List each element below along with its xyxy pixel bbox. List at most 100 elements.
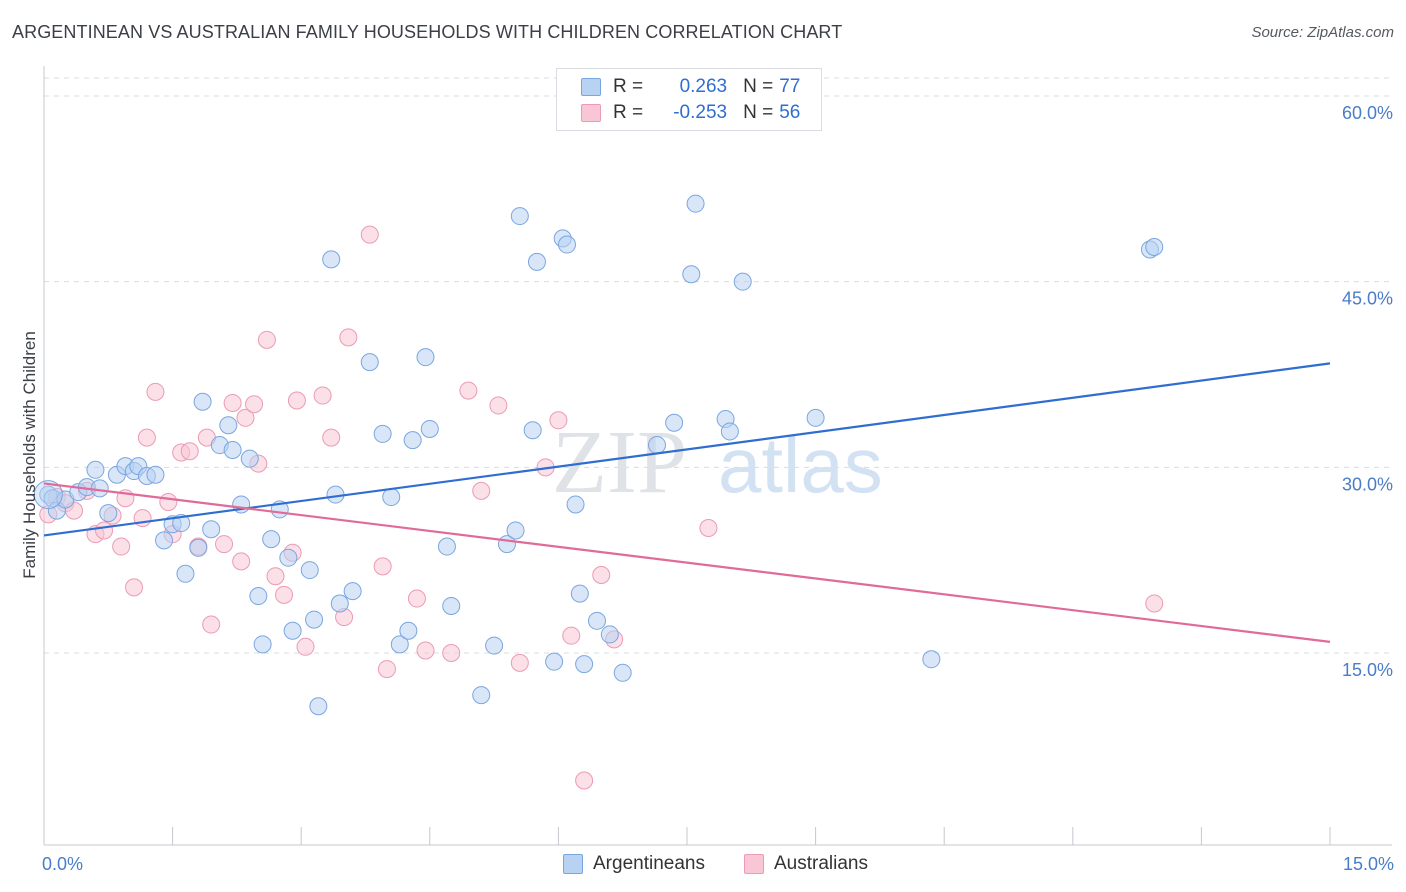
australians-point [180,442,199,461]
australians-point [510,653,529,672]
australians-point [236,408,255,427]
legend-swatch-argentineans [581,78,601,96]
argentineans-point [90,479,109,498]
australians-trend-line [43,482,1331,643]
argentineans-point [86,460,105,479]
australians-point [137,428,156,447]
argentineans-point [665,413,684,432]
australians-point [373,557,392,576]
australians-point [472,481,491,500]
legend-n-value: 77 [779,76,801,97]
argentineans-cluster-point [33,480,63,510]
argentineans-point [330,594,349,613]
legend-r-value: 0.263 [679,76,728,97]
argentineans-point [309,697,328,716]
australians-point [416,641,435,660]
argentineans-point [240,449,259,468]
argentineans-point [510,207,529,226]
argentineans-point [733,272,752,291]
argentineans-point [485,636,504,655]
legend-row-australians: R = -0.253 N = 56 [581,101,800,125]
legend-n-value: 56 [779,102,801,123]
argentineans-point [922,650,941,669]
legend-n-label: N = [743,102,774,123]
tick-labels: 15.0% 30.0% 45.0% 60.0% [1342,103,1393,680]
trend-lines [43,362,1331,643]
y-axis-label: Family Households with Children [20,331,39,579]
argentineans-point [416,348,435,367]
watermark-zip: ZIP [552,413,687,512]
bottom-swatch-argentineans [563,854,583,874]
australians-point [215,535,234,554]
australians-point [275,585,294,604]
argentineans-point [806,408,825,427]
bottom-swatch-australians [744,854,764,874]
argentineans-point [527,252,546,271]
source-label: Source: ZipAtlas.com [1251,24,1394,41]
argentineans-point [253,635,272,654]
argentineans-point [262,530,281,549]
argentineans-point [587,611,606,630]
argentineans-point [1145,238,1164,257]
bottom-legend-label: Australians [774,853,868,874]
argentineans-point [360,353,379,372]
australians-point [125,578,144,597]
axes [43,66,1392,846]
legend-swatch-australians [581,104,601,122]
argentineans-point [189,538,208,557]
australians-point [202,615,221,634]
australians-point [407,589,426,608]
argentineans-point [720,422,739,441]
argentineans-point [613,663,632,682]
australians-point [257,330,276,349]
argentineans-point [437,537,456,556]
x-max-label: 15.0% [1343,854,1394,874]
argentineans-point [390,635,409,654]
argentineans-point [305,610,324,629]
argentineans-point [570,584,589,603]
argentineans-trend-line [43,362,1331,537]
argentineans-point [566,495,585,514]
argentineans-point [172,514,191,533]
argentineans-point [600,625,619,644]
argentineans-point [155,531,174,550]
australians-point [442,644,461,662]
argentineans-point [575,655,594,674]
y-tick-label: 45.0% [1342,289,1393,309]
argentineans-point [399,621,418,640]
argentineans-point [403,431,422,450]
australians-point [296,637,315,656]
argentineans-point [343,582,362,601]
australians-point [339,328,358,347]
australians-point [699,518,718,537]
y-tick-label: 30.0% [1342,474,1393,494]
australians-point [592,566,611,585]
australians-point [549,411,568,430]
argentineans-point [647,436,666,455]
watermark-atlas: atlas [718,421,883,509]
argentineans-point [193,392,212,411]
argentineans-point [202,520,221,539]
argentineans-point [523,421,542,440]
australians-point [360,225,379,244]
chart-title: ARGENTINEAN VS AUSTRALIAN FAMILY HOUSEHO… [12,22,843,42]
australians-point [322,428,341,447]
argentineans-point [223,441,242,460]
australians-point [489,396,508,415]
australians-points [39,225,1164,790]
australians-point [562,626,581,645]
australians-point [146,382,165,401]
australians-point [1145,594,1164,613]
australians-point [159,492,178,511]
australians-point [266,567,285,586]
legend-n-label: N = [743,76,774,97]
argentineans-point [279,548,298,567]
argentineans-point [472,686,491,705]
argentineans-point [382,488,401,507]
argentineans-point [420,419,439,438]
x-min-label: 0.0% [42,854,83,874]
correlation-legend: R = 0.263 N = 77 R = -0.253 N = 56 [556,68,822,131]
y-tick-label: 15.0% [1342,660,1393,680]
argentineans-point [146,465,165,484]
